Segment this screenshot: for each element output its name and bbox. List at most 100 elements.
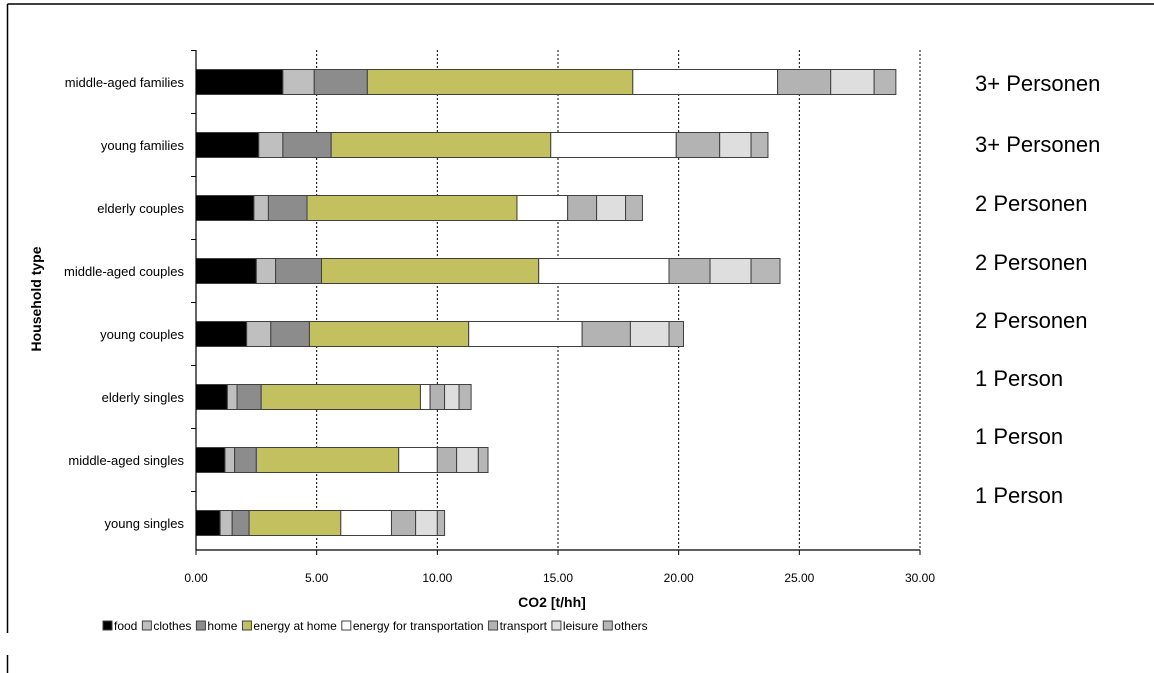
bar-leisure-row-7	[415, 510, 438, 536]
bar-others-row-1	[750, 132, 769, 158]
bar-others-row-7	[436, 510, 446, 536]
person-count-labels: 3+ Personen 3+ Personen 2 Personen 2 Person…	[975, 71, 1100, 508]
bar-home-row-2	[267, 195, 308, 221]
category-label-0: middle-aged families	[65, 75, 185, 90]
legend-swatch-transport	[488, 620, 499, 631]
bar-home-row-5	[236, 384, 262, 410]
legend-swatch-food	[102, 620, 113, 631]
y-axis-title: Household type	[28, 246, 44, 351]
category-label-6: middle-aged singles	[68, 453, 184, 468]
bar-transport-row-7	[390, 510, 417, 536]
category-labels: middle-aged families young families elderl…	[64, 75, 184, 531]
x-tick-label-5: 25.00	[784, 571, 814, 585]
bar-clothes-row-2	[253, 195, 269, 221]
bar-energy-at-home-row-5	[260, 384, 421, 410]
category-label-1: young families	[101, 138, 185, 153]
bar-leisure-row-6	[456, 447, 479, 473]
legend-label-energy-at-home: energy at home	[253, 619, 337, 633]
bar-clothes-row-7	[219, 510, 233, 536]
x-tick-label-6: 30.00	[905, 571, 935, 585]
bar-food-row-1	[195, 132, 260, 158]
category-label-7: young singles	[105, 516, 185, 531]
bar-others-row-2	[625, 195, 643, 221]
category-label-3: middle-aged couples	[64, 264, 184, 279]
bar-energy-at-home-row-7	[248, 510, 342, 536]
legend-label-home: home	[207, 619, 237, 633]
legend-swatch-others	[602, 620, 613, 631]
bar-transport-row-0	[777, 69, 832, 95]
legend-swatch-clothes	[141, 620, 152, 631]
bar-energy-at-home-row-0	[366, 69, 634, 95]
legend-label-energy-for-transportation: energy for transportation	[353, 619, 484, 633]
bar-transport-row-4	[581, 321, 631, 347]
person-count-label-6: 1 Person	[975, 424, 1063, 449]
bar-clothes-row-0	[282, 69, 315, 95]
category-label-4: young couples	[100, 327, 184, 342]
bar-home-row-1	[282, 132, 332, 158]
bar-energy-for-transportation-row-1	[550, 132, 677, 158]
legend: food clothes home energy at home energy for …	[102, 619, 648, 633]
bar-food-row-5	[195, 384, 228, 410]
bar-food-row-6	[195, 447, 226, 473]
legend-swatch-energy-at-home	[241, 620, 252, 631]
bar-leisure-row-0	[830, 69, 875, 95]
legend-label-food: food	[114, 619, 137, 633]
bar-energy-for-transportation-row-3	[538, 258, 670, 284]
bar-clothes-row-6	[224, 447, 236, 473]
bar-energy-for-transportation-row-5	[419, 384, 431, 410]
x-tick-label-3: 15.00	[543, 571, 573, 585]
category-label-5: elderly singles	[102, 390, 185, 405]
person-count-label-0: 3+ Personen	[975, 71, 1100, 96]
bar-food-row-3	[195, 258, 257, 284]
bar-transport-row-1	[675, 132, 721, 158]
axes-group	[191, 50, 921, 555]
bar-home-row-7	[231, 510, 250, 536]
bar-leisure-row-5	[444, 384, 460, 410]
person-count-label-7: 1 Person	[975, 483, 1063, 508]
bar-leisure-row-1	[719, 132, 752, 158]
bar-energy-at-home-row-3	[320, 258, 540, 284]
bar-others-row-3	[750, 258, 781, 284]
legend-label-leisure: leisure	[563, 619, 599, 633]
bar-energy-at-home-row-4	[308, 321, 470, 347]
grid-lines	[316, 50, 921, 550]
legend-swatch-home	[195, 620, 206, 631]
bar-others-row-0	[873, 69, 897, 95]
bar-clothes-row-5	[226, 384, 238, 410]
x-tick-label-2: 10.00	[422, 571, 452, 585]
bar-energy-at-home-row-2	[306, 195, 518, 221]
bar-energy-for-transportation-row-0	[632, 69, 779, 95]
bar-home-row-0	[313, 69, 368, 95]
person-count-label-1: 3+ Personen	[975, 132, 1100, 157]
person-count-label-2: 2 Personen	[975, 191, 1088, 216]
person-count-label-3: 2 Personen	[975, 250, 1088, 275]
x-tick-labels: 0.00 5.00 10.00 15.00 20.00 25.00 30.00	[184, 571, 935, 585]
bar-food-row-0	[195, 69, 284, 95]
legend-label-others: others	[614, 619, 647, 633]
legend-swatch-leisure	[551, 620, 562, 631]
x-tick-label-1: 5.00	[305, 571, 329, 585]
bar-food-row-7	[195, 510, 221, 536]
bar-leisure-row-3	[709, 258, 752, 284]
bar-transport-row-2	[567, 195, 598, 221]
bar-food-row-2	[195, 195, 255, 221]
bar-energy-for-transportation-row-4	[468, 321, 583, 347]
bar-energy-for-transportation-row-6	[398, 447, 438, 473]
bar-clothes-row-4	[246, 321, 272, 347]
x-axis-title: CO2 [t/hh]	[518, 594, 586, 610]
bar-home-row-4	[270, 321, 310, 347]
bar-leisure-row-4	[629, 321, 670, 347]
legend-label-clothes: clothes	[153, 619, 191, 633]
bar-energy-at-home-row-1	[330, 132, 552, 158]
bar-clothes-row-3	[255, 258, 277, 284]
bar-others-row-6	[477, 447, 489, 473]
bar-transport-row-3	[668, 258, 711, 284]
bar-others-row-4	[668, 321, 684, 347]
bar-transport-row-5	[429, 384, 446, 410]
category-label-2: elderly couples	[97, 201, 184, 216]
bar-home-row-6	[234, 447, 257, 473]
bar-food-row-4	[195, 321, 248, 347]
bar-energy-for-transportation-row-7	[340, 510, 392, 536]
